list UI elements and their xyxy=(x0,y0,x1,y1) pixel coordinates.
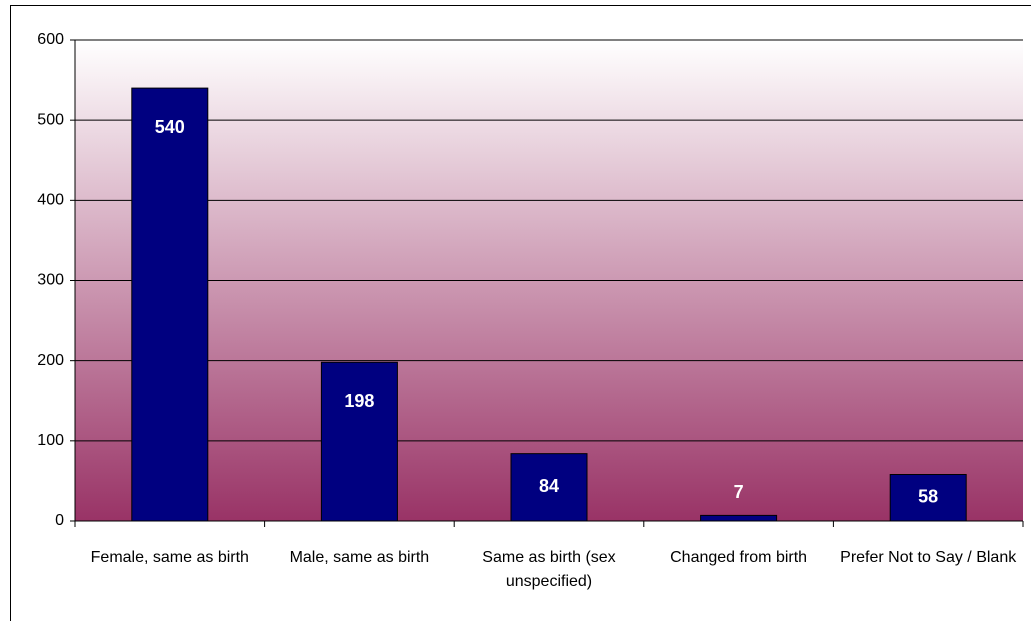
bar xyxy=(700,514,778,522)
data-label: 84 xyxy=(539,476,559,496)
y-tick-label: 500 xyxy=(37,111,64,128)
y-tick-label: 0 xyxy=(55,512,64,529)
y-tick-label: 400 xyxy=(37,192,64,209)
data-label: 540 xyxy=(155,117,185,137)
x-tick-label: Female, same as birth xyxy=(90,549,249,566)
y-tick-label: 200 xyxy=(37,352,64,369)
y-tick-label: 600 xyxy=(37,31,64,48)
y-tick-label: 100 xyxy=(37,432,64,449)
x-tick-label: Same as birth (sex unspecified) xyxy=(482,549,616,590)
data-label: 58 xyxy=(918,487,938,507)
data-label: 7 xyxy=(734,482,744,502)
chart-frame xyxy=(10,5,1031,621)
y-tick-label: 300 xyxy=(37,272,64,289)
bar xyxy=(320,361,398,522)
bar xyxy=(510,453,588,522)
data-label: 198 xyxy=(344,391,374,411)
x-tick-label: Prefer Not to Say / Blank xyxy=(840,549,1017,566)
x-tick-label: Male, same as birth xyxy=(289,549,430,566)
bar xyxy=(131,87,209,522)
x-tick-label: Changed from birth xyxy=(670,549,808,566)
